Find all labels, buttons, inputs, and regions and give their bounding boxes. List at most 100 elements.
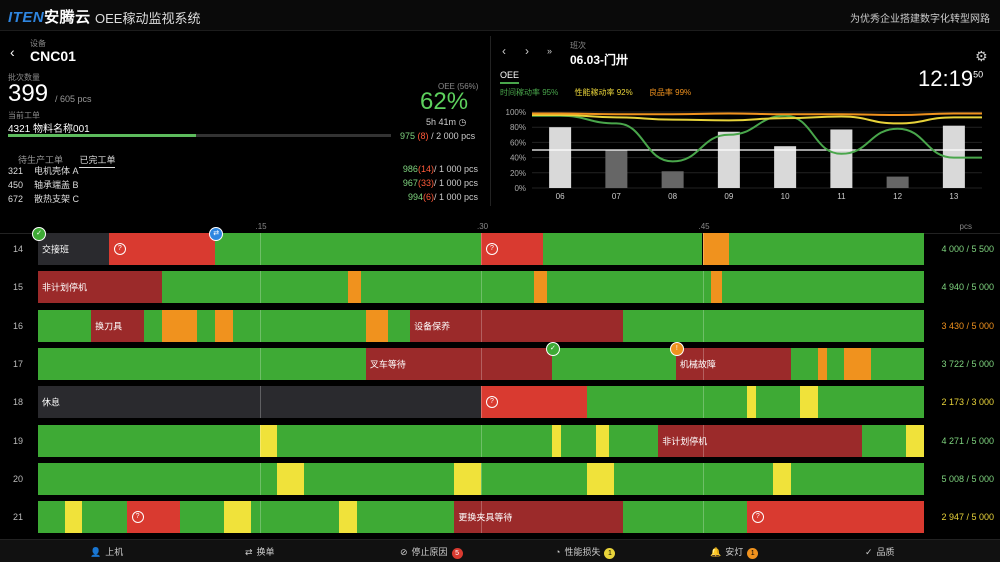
wo-row[interactable]: 450 轴承端盖 B 967 (33) / 1 000 pcs: [8, 178, 478, 191]
timeline-segment[interactable]: [162, 309, 198, 342]
timeline-segment[interactable]: ?: [108, 233, 216, 265]
bottom-action[interactable]: ◔ 性能损失 1: [555, 545, 616, 559]
timeline-segment[interactable]: [348, 271, 362, 304]
timeline-segment[interactable]: [387, 309, 411, 342]
question-icon[interactable]: ?: [131, 511, 144, 524]
pin-icon[interactable]: ✓: [32, 227, 46, 241]
timeline-segment[interactable]: [799, 386, 818, 419]
prev-chevron-icon[interactable]: ‹: [502, 44, 506, 58]
timeline-segment[interactable]: [755, 386, 800, 419]
timeline-row[interactable]: [38, 462, 924, 495]
timeline-segment[interactable]: [232, 309, 366, 342]
timeline-segment[interactable]: [547, 271, 712, 304]
last-chevron-icon[interactable]: »: [547, 46, 553, 56]
timeline-segment[interactable]: [250, 501, 340, 534]
timeline-segment[interactable]: ?: [481, 386, 588, 419]
timeline-segment[interactable]: 休息: [38, 386, 481, 419]
timeline-segment[interactable]: [906, 424, 924, 457]
timeline-segment[interactable]: ?: [126, 501, 180, 534]
timeline-segment[interactable]: [861, 424, 907, 457]
timeline-segment[interactable]: [622, 501, 747, 534]
timeline-segment[interactable]: [303, 462, 455, 495]
timeline-segment[interactable]: 设备保养: [410, 309, 623, 342]
timeline-segment[interactable]: 更换夹具等待: [454, 501, 623, 534]
warning-icon[interactable]: !: [669, 341, 684, 356]
timeline-row[interactable]: 休息?: [38, 386, 924, 419]
timeline-segment[interactable]: [622, 309, 924, 342]
wo-row[interactable]: 321 电机壳体 A 986 (14) / 1 000 pcs: [8, 164, 478, 177]
timeline-segment[interactable]: [844, 347, 871, 380]
timeline-segment[interactable]: [365, 309, 388, 342]
timeline-segment[interactable]: [791, 347, 818, 380]
timeline-segment[interactable]: [38, 347, 366, 380]
timeline-row[interactable]: 换刀具 设备保养: [38, 309, 924, 342]
timeline-segment[interactable]: [356, 501, 455, 534]
timeline-segment[interactable]: [817, 347, 827, 380]
timeline-segment[interactable]: [215, 233, 481, 265]
timeline-segment[interactable]: [543, 233, 703, 265]
timeline-segment[interactable]: [721, 271, 924, 304]
timeline-segment[interactable]: [82, 501, 127, 534]
timeline-segment[interactable]: [702, 233, 730, 265]
timeline-segment[interactable]: [791, 462, 924, 495]
check-icon[interactable]: ✓: [545, 341, 560, 356]
timeline-segment[interactable]: [817, 386, 924, 419]
timeline-segment[interactable]: [64, 501, 83, 534]
timeline-segment[interactable]: [773, 462, 792, 495]
timeline-segment[interactable]: [826, 347, 845, 380]
timeline-segment[interactable]: [38, 309, 92, 342]
timeline-segment[interactable]: [277, 462, 304, 495]
gear-icon[interactable]: ⚙: [975, 48, 988, 64]
timeline-segment[interactable]: [361, 271, 535, 304]
swap-icon[interactable]: ⇄: [209, 227, 224, 241]
timeline-segment[interactable]: ?: [481, 233, 544, 265]
question-icon[interactable]: ?: [486, 243, 498, 255]
tab-pending[interactable]: 待生产工单: [18, 155, 64, 165]
bottom-action[interactable]: ⇄ 换单: [245, 545, 275, 558]
timeline-segment[interactable]: [609, 424, 659, 457]
timeline-segment[interactable]: 交接班: [38, 233, 109, 265]
timeline-segment[interactable]: [560, 424, 597, 457]
timeline-row[interactable]: 交接班??: [38, 233, 924, 265]
oee-tab[interactable]: OEE: [500, 70, 520, 84]
timeline-segment[interactable]: [454, 462, 481, 495]
timeline-segment[interactable]: [259, 424, 278, 457]
question-icon[interactable]: ?: [113, 243, 126, 255]
tab-completed[interactable]: 已完工单: [79, 155, 116, 168]
timeline-segment[interactable]: [711, 271, 722, 304]
timeline-segment[interactable]: [729, 233, 924, 265]
timeline-segment[interactable]: [215, 309, 233, 342]
timeline-row[interactable]: 非计划停机: [38, 271, 924, 304]
timeline-segment[interactable]: [481, 462, 588, 495]
timeline-segment[interactable]: [746, 386, 756, 419]
bottom-action[interactable]: ✓ 品质: [865, 545, 895, 558]
timeline-segment[interactable]: [339, 501, 357, 534]
timeline-segment[interactable]: [534, 271, 548, 304]
bottom-action[interactable]: 👤 上机: [90, 545, 123, 558]
timeline-segment[interactable]: [38, 462, 278, 495]
question-icon[interactable]: ?: [751, 511, 764, 524]
timeline-segment[interactable]: [224, 501, 251, 534]
timeline-segment[interactable]: [197, 309, 216, 342]
timeline-row[interactable]: 叉车等待 机械故障: [38, 347, 924, 380]
timeline-segment[interactable]: [613, 462, 774, 495]
timeline-segment[interactable]: [162, 271, 349, 304]
timeline-row[interactable]: ? 更换夹具等待?: [38, 501, 924, 534]
timeline-segment[interactable]: [144, 309, 163, 342]
timeline-segment[interactable]: [38, 424, 260, 457]
question-icon[interactable]: ?: [486, 396, 498, 409]
timeline-segment[interactable]: [551, 424, 561, 457]
timeline-segment[interactable]: [277, 424, 552, 457]
timeline-segment[interactable]: [38, 501, 65, 534]
timeline-segment[interactable]: [179, 501, 225, 534]
bottom-action[interactable]: 🔔 安灯 1: [710, 545, 759, 559]
timeline-segment[interactable]: 非计划停机: [658, 424, 862, 457]
timeline-row[interactable]: 非计划停机: [38, 424, 924, 457]
timeline-segment[interactable]: [587, 386, 747, 419]
timeline-segment[interactable]: 叉车等待: [365, 347, 552, 380]
timeline-segment[interactable]: [870, 347, 924, 380]
timeline-segment[interactable]: [551, 347, 676, 380]
timeline-segment[interactable]: 非计划停机: [38, 271, 163, 304]
timeline-segment[interactable]: 机械故障: [675, 347, 792, 380]
timeline-segment[interactable]: ?: [746, 501, 924, 534]
